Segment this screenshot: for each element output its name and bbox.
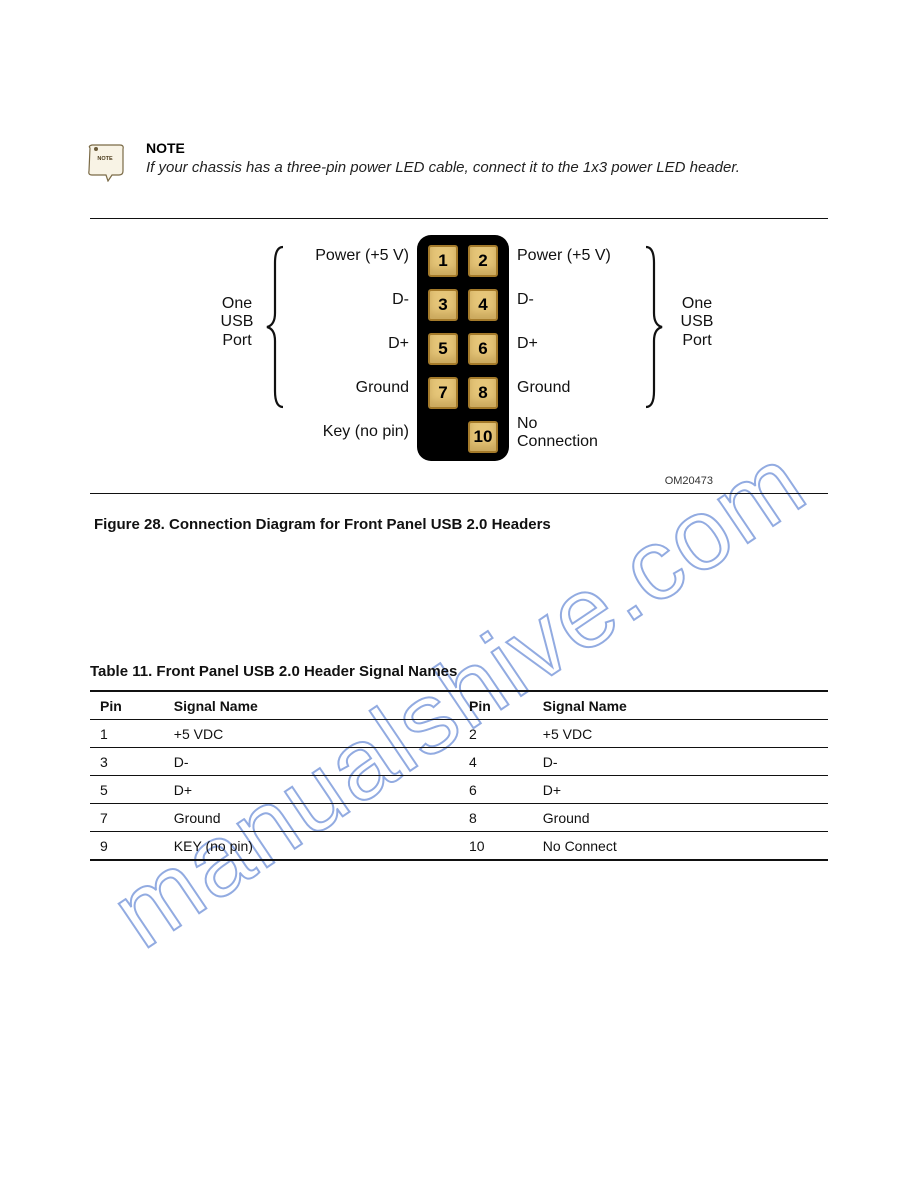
- usb-header-diagram: OneUSBPort OneUSBPort 1 2 3 4 5: [179, 229, 739, 489]
- pin-1: 1: [428, 245, 458, 277]
- table-body: 1 +5 VDC 2 +5 VDC 3 D- 4 D- 5 D+ 6 D+ 7 …: [90, 720, 828, 861]
- cell: +5 VDC: [164, 720, 459, 748]
- pin-3: 3: [428, 289, 458, 321]
- sig-right-0: Power (+5 V): [517, 247, 657, 265]
- cell: D-: [164, 748, 459, 776]
- cell: 8: [459, 804, 533, 832]
- note-body: If your chassis has a three-pin power LE…: [146, 158, 740, 178]
- sig-left-0: Power (+5 V): [289, 247, 409, 265]
- sig-right-4: NoConnection: [517, 415, 657, 450]
- table-row: 7 Ground 8 Ground: [90, 804, 828, 832]
- cell: 10: [459, 832, 533, 861]
- sig-right-2: D+: [517, 335, 657, 353]
- cell: D-: [533, 748, 828, 776]
- table-row: 9 KEY (no pin) 10 No Connect: [90, 832, 828, 861]
- cell: D+: [164, 776, 459, 804]
- cell: Ground: [533, 804, 828, 832]
- cell: KEY (no pin): [164, 832, 459, 861]
- pin-7: 7: [428, 377, 458, 409]
- left-bracket-label: OneUSBPort: [209, 295, 265, 350]
- cell: +5 VDC: [533, 720, 828, 748]
- pin-key-blank: [428, 421, 458, 453]
- cell: Ground: [164, 804, 459, 832]
- diagram-section: OneUSBPort OneUSBPort 1 2 3 4 5: [90, 218, 828, 494]
- connector-body: 1 2 3 4 5 6 7 8 10: [417, 235, 509, 461]
- pin-4: 4: [468, 289, 498, 321]
- om-code: OM20473: [665, 475, 713, 487]
- sig-right-1: D-: [517, 291, 657, 309]
- note-text: NOTE If your chassis has a three-pin pow…: [146, 140, 740, 178]
- cell: 1: [90, 720, 164, 748]
- note-icon: NOTE: [84, 142, 126, 182]
- cell: 2: [459, 720, 533, 748]
- figure-caption: Figure 28. Connection Diagram for Front …: [94, 516, 828, 533]
- table-row: 1 +5 VDC 2 +5 VDC: [90, 720, 828, 748]
- th-sig-b: Signal Name: [533, 691, 828, 720]
- sig-left-1: D-: [289, 291, 409, 309]
- sig-left-3: Ground: [289, 379, 409, 397]
- table-title: Table 11. Front Panel USB 2.0 Header Sig…: [90, 663, 828, 680]
- sig-left-4: Key (no pin): [289, 423, 409, 441]
- sig-left-2: D+: [289, 335, 409, 353]
- pin-10: 10: [468, 421, 498, 453]
- cell: No Connect: [533, 832, 828, 861]
- page-content: NOTE NOTE If your chassis has a three-pi…: [0, 0, 918, 1188]
- svg-text:NOTE: NOTE: [97, 156, 113, 162]
- cell: 6: [459, 776, 533, 804]
- note-label: NOTE: [146, 140, 740, 156]
- cell: 9: [90, 832, 164, 861]
- th-pin-a: Pin: [90, 691, 164, 720]
- sig-right-3: Ground: [517, 379, 657, 397]
- table-row: 5 D+ 6 D+: [90, 776, 828, 804]
- th-sig-a: Signal Name: [164, 691, 459, 720]
- table-row: 3 D- 4 D-: [90, 748, 828, 776]
- cell: 4: [459, 748, 533, 776]
- pin-table: Pin Signal Name Pin Signal Name 1 +5 VDC…: [90, 690, 828, 861]
- cell: D+: [533, 776, 828, 804]
- cell: 3: [90, 748, 164, 776]
- right-bracket-label: OneUSBPort: [669, 295, 725, 350]
- pin-6: 6: [468, 333, 498, 365]
- pin-8: 8: [468, 377, 498, 409]
- th-pin-b: Pin: [459, 691, 533, 720]
- table-header-row: Pin Signal Name Pin Signal Name: [90, 691, 828, 720]
- cell: 5: [90, 776, 164, 804]
- left-brace-icon: [267, 245, 285, 409]
- pin-5: 5: [428, 333, 458, 365]
- pin-2: 2: [468, 245, 498, 277]
- note-block: NOTE NOTE If your chassis has a three-pi…: [90, 140, 828, 182]
- cell: 7: [90, 804, 164, 832]
